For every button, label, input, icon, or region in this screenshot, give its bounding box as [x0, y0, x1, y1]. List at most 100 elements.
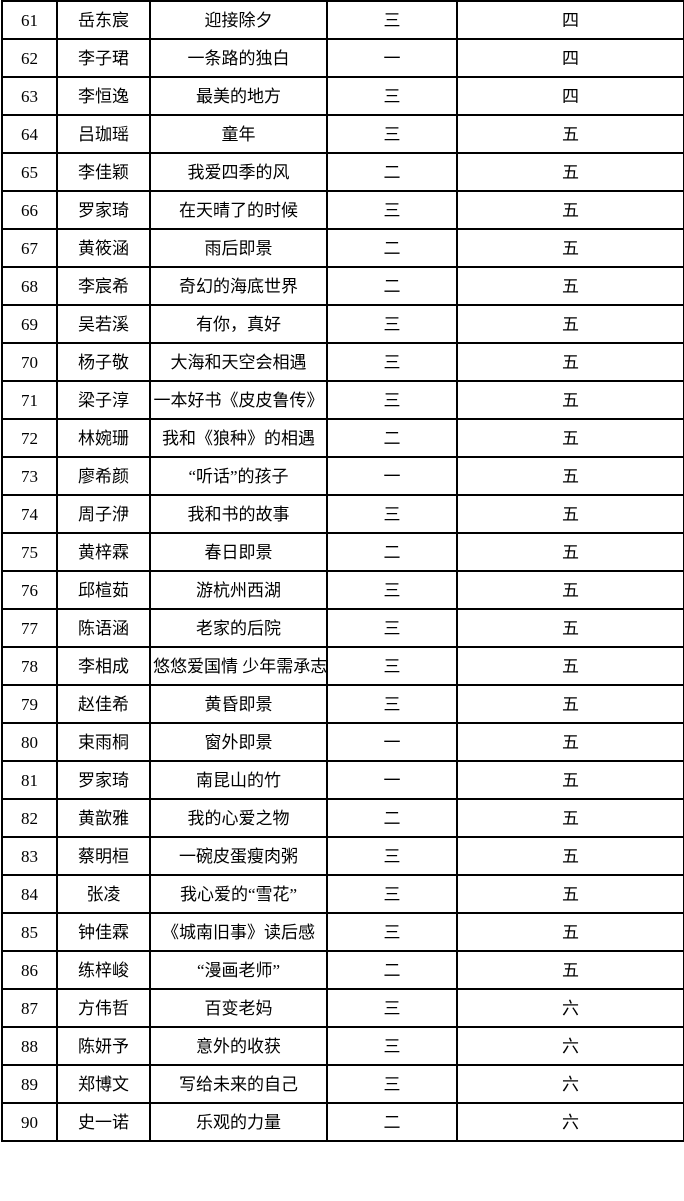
- cell-award: 二: [326, 532, 458, 572]
- cell-name: 陈妍予: [56, 1026, 151, 1066]
- cell-award: 三: [326, 494, 458, 534]
- cell-title: “漫画老师”: [149, 950, 328, 990]
- cell-number: 66: [1, 190, 58, 230]
- table-row: 79 赵佳希 黄昏即景 三 五: [1, 684, 684, 724]
- cell-name: 蔡明桓: [56, 836, 151, 876]
- table-row: 64 吕珈瑶 童年 三 五: [1, 114, 684, 154]
- cell-grade: 五: [456, 608, 684, 648]
- cell-award: 二: [326, 266, 458, 306]
- cell-award: 二: [326, 418, 458, 458]
- cell-number: 90: [1, 1102, 58, 1142]
- cell-title: 我和书的故事: [149, 494, 328, 534]
- cell-name: 陈语涵: [56, 608, 151, 648]
- cell-title: 我心爱的“雪花”: [149, 874, 328, 914]
- cell-grade: 六: [456, 1064, 684, 1104]
- table-row: 66 罗家琦 在天晴了的时候 三 五: [1, 190, 684, 230]
- cell-grade: 五: [456, 114, 684, 154]
- cell-number: 84: [1, 874, 58, 914]
- cell-grade: 五: [456, 418, 684, 458]
- cell-name: 黄筱涵: [56, 228, 151, 268]
- cell-award: 一: [326, 722, 458, 762]
- cell-award: 一: [326, 760, 458, 800]
- cell-number: 71: [1, 380, 58, 420]
- cell-grade: 五: [456, 836, 684, 876]
- cell-name: 吕珈瑶: [56, 114, 151, 154]
- cell-title: “听话”的孩子: [149, 456, 328, 496]
- cell-name: 李子珺: [56, 38, 151, 78]
- cell-title: 一条路的独白: [149, 38, 328, 78]
- cell-number: 87: [1, 988, 58, 1028]
- table-row: 74 周子洢 我和书的故事 三 五: [1, 494, 684, 534]
- cell-number: 65: [1, 152, 58, 192]
- table-row: 67 黄筱涵 雨后即景 二 五: [1, 228, 684, 268]
- cell-grade: 五: [456, 152, 684, 192]
- table-row: 72 林婉珊 我和《狼种》的相遇 二 五: [1, 418, 684, 458]
- cell-name: 史一诺: [56, 1102, 151, 1142]
- table-row: 86 练梓峻 “漫画老师” 二 五: [1, 950, 684, 990]
- cell-grade: 五: [456, 684, 684, 724]
- cell-award: 二: [326, 798, 458, 838]
- cell-award: 二: [326, 1102, 458, 1142]
- cell-award: 二: [326, 228, 458, 268]
- cell-grade: 五: [456, 798, 684, 838]
- results-table: 61 岳东宸 迎接除夕 三 四 62 李子珺 一条路的独白 一 四 63 李恒逸…: [1, 0, 684, 1142]
- cell-number: 77: [1, 608, 58, 648]
- table-row: 73 廖希颜 “听话”的孩子 一 五: [1, 456, 684, 496]
- cell-title: 最美的地方: [149, 76, 328, 116]
- cell-award: 三: [326, 646, 458, 686]
- cell-number: 74: [1, 494, 58, 534]
- cell-award: 三: [326, 114, 458, 154]
- cell-number: 64: [1, 114, 58, 154]
- cell-grade: 六: [456, 1026, 684, 1066]
- cell-title: 乐观的力量: [149, 1102, 328, 1142]
- cell-award: 三: [326, 304, 458, 344]
- cell-title: 我爱四季的风: [149, 152, 328, 192]
- cell-grade: 五: [456, 380, 684, 420]
- cell-name: 吴若溪: [56, 304, 151, 344]
- cell-number: 61: [1, 0, 58, 40]
- cell-title: 有你，真好: [149, 304, 328, 344]
- table-row: 65 李佳颖 我爱四季的风 二 五: [1, 152, 684, 192]
- cell-grade: 五: [456, 456, 684, 496]
- cell-title: 百变老妈: [149, 988, 328, 1028]
- cell-grade: 五: [456, 950, 684, 990]
- cell-number: 68: [1, 266, 58, 306]
- cell-name: 罗家琦: [56, 760, 151, 800]
- cell-number: 70: [1, 342, 58, 382]
- cell-grade: 五: [456, 494, 684, 534]
- cell-award: 一: [326, 456, 458, 496]
- cell-award: 三: [326, 0, 458, 40]
- table-row: 82 黄歆雅 我的心爱之物 二 五: [1, 798, 684, 838]
- cell-title: 在天晴了的时候: [149, 190, 328, 230]
- cell-name: 廖希颜: [56, 456, 151, 496]
- table-row: 76 邱楦茹 游杭州西湖 三 五: [1, 570, 684, 610]
- cell-title: 黄昏即景: [149, 684, 328, 724]
- cell-grade: 六: [456, 988, 684, 1028]
- table-row: 90 史一诺 乐观的力量 二 六: [1, 1102, 684, 1142]
- cell-grade: 五: [456, 266, 684, 306]
- cell-name: 林婉珊: [56, 418, 151, 458]
- cell-award: 一: [326, 38, 458, 78]
- cell-award: 三: [326, 1026, 458, 1066]
- cell-number: 83: [1, 836, 58, 876]
- cell-title: 悠悠爱国情 少年需承志: [149, 646, 328, 686]
- cell-award: 二: [326, 950, 458, 990]
- cell-award: 三: [326, 988, 458, 1028]
- cell-award: 二: [326, 152, 458, 192]
- cell-number: 63: [1, 76, 58, 116]
- cell-name: 练梓峻: [56, 950, 151, 990]
- cell-name: 方伟哲: [56, 988, 151, 1028]
- cell-grade: 六: [456, 1102, 684, 1142]
- cell-name: 黄歆雅: [56, 798, 151, 838]
- cell-name: 张凌: [56, 874, 151, 914]
- cell-name: 郑博文: [56, 1064, 151, 1104]
- table-row: 70 杨子敬 大海和天空会相遇 三 五: [1, 342, 684, 382]
- cell-title: 老家的后院: [149, 608, 328, 648]
- cell-grade: 五: [456, 532, 684, 572]
- cell-title: 一本好书《皮皮鲁传》: [149, 380, 328, 420]
- cell-title: 一碗皮蛋瘦肉粥: [149, 836, 328, 876]
- cell-title: 南昆山的竹: [149, 760, 328, 800]
- cell-number: 67: [1, 228, 58, 268]
- cell-award: 三: [326, 570, 458, 610]
- table-row: 87 方伟哲 百变老妈 三 六: [1, 988, 684, 1028]
